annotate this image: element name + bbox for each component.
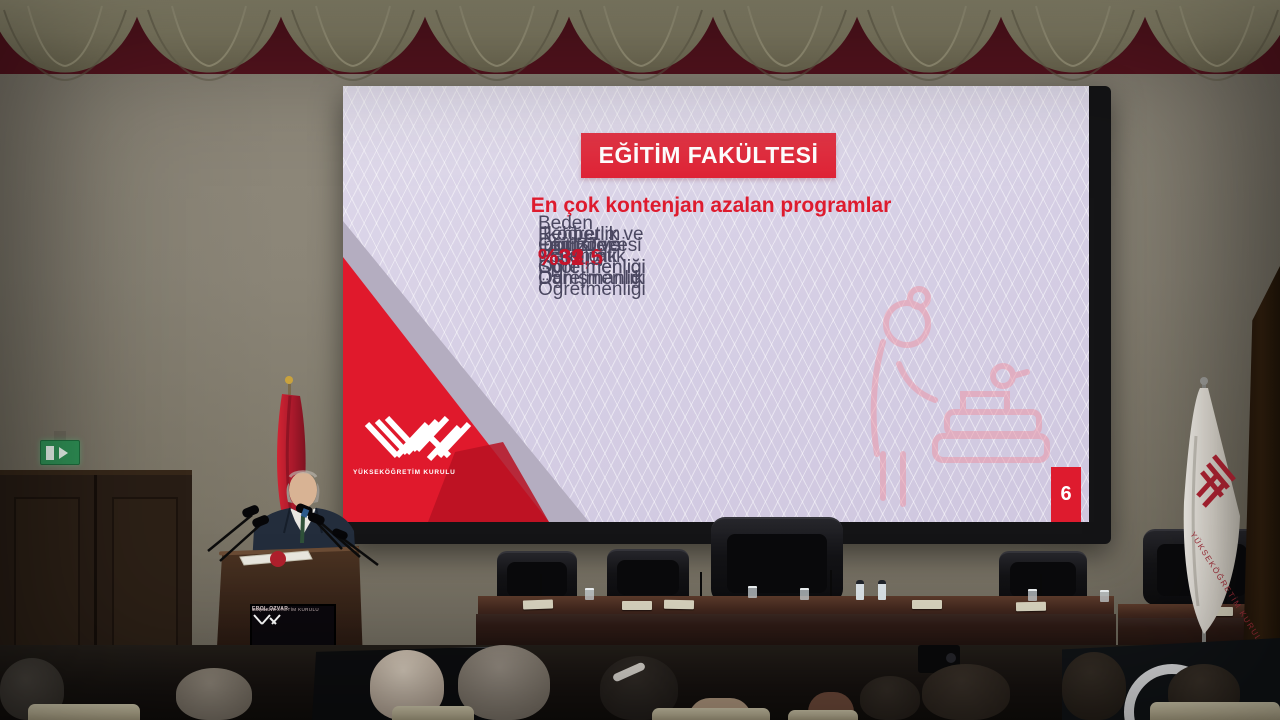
audience-head bbox=[922, 664, 1010, 720]
program-label: Okul Öncesi Öğretmenliği bbox=[538, 235, 646, 278]
name-plate bbox=[912, 600, 942, 609]
banner-title: BAŞKANI bbox=[252, 607, 275, 612]
page-number-badge: 6 bbox=[1051, 467, 1081, 522]
program-label: İngilizce Öğretmenliği bbox=[538, 235, 646, 278]
table-chair bbox=[497, 551, 577, 603]
yok-mini-logo-icon bbox=[253, 614, 281, 625]
water-glass bbox=[585, 588, 594, 600]
program-value: %32 bbox=[538, 243, 585, 270]
slide-subtitle: En çok kontenjan azalan programlar bbox=[530, 194, 892, 217]
presentation-slide: EĞİTİM FAKÜLTESİ En çok kontenjan azalan… bbox=[343, 86, 1089, 522]
banner-institution: YÜKSEKÖĞRETİM KURULU bbox=[252, 607, 320, 612]
stage-curtain bbox=[0, 0, 1280, 81]
program-label: Fen Bilgisi Öğretmenliği bbox=[538, 235, 646, 278]
banner-speaker-name: EROL ÖZVAR bbox=[252, 606, 289, 612]
exit-arrow-glyph bbox=[59, 447, 68, 459]
program-value: %33 bbox=[538, 243, 585, 270]
table-mic bbox=[1040, 574, 1042, 600]
program-value: %32,5 bbox=[538, 243, 604, 270]
audience-head bbox=[176, 668, 252, 720]
program-value: %39 bbox=[538, 243, 585, 270]
yok-logo: YÜKSEKÖĞRETİM KURULU bbox=[353, 415, 483, 476]
audience-chair-back bbox=[788, 710, 858, 720]
audience-head bbox=[1062, 652, 1126, 720]
program-value: %31 bbox=[538, 243, 585, 270]
water-glass bbox=[1100, 590, 1109, 602]
student-books-watermark-icon bbox=[870, 286, 1050, 507]
water-bottle bbox=[856, 580, 864, 600]
yok-logo-caption: YÜKSEKÖĞRETİM KURULU bbox=[353, 469, 456, 476]
audience-chair-back bbox=[392, 706, 474, 720]
audience-chair-back bbox=[1150, 702, 1280, 720]
table-mic bbox=[540, 574, 542, 600]
water-glass bbox=[800, 588, 809, 600]
program-label: İlköğretim Matematik Öğretmenliği bbox=[538, 224, 646, 289]
table-chair bbox=[607, 549, 689, 601]
exit-sign-icon bbox=[40, 440, 80, 465]
exit-sign-bracket bbox=[54, 431, 66, 440]
water-glass bbox=[1028, 589, 1037, 601]
table-chair-center bbox=[711, 517, 843, 603]
page-number: 6 bbox=[1060, 483, 1072, 505]
name-plate bbox=[663, 599, 695, 610]
exit-door-glyph bbox=[46, 446, 54, 460]
door-seam bbox=[94, 475, 97, 720]
water-bottle bbox=[878, 580, 886, 600]
podium-mics bbox=[207, 503, 379, 567]
projection-screen: EĞİTİM FAKÜLTESİ En çok kontenjan azalan… bbox=[343, 86, 1111, 544]
audience-head bbox=[860, 676, 920, 720]
name-plate bbox=[522, 599, 554, 610]
audience-head bbox=[458, 645, 550, 720]
program-value: %57 bbox=[538, 243, 585, 270]
name-plate bbox=[1015, 601, 1047, 612]
projector-lens bbox=[946, 653, 956, 663]
table-mic bbox=[830, 570, 832, 596]
water-glass bbox=[748, 586, 757, 598]
name-plate bbox=[622, 601, 652, 610]
yok-logo-mark-icon bbox=[364, 415, 472, 462]
table-chair bbox=[999, 551, 1087, 603]
slide-title: EĞİTİM FAKÜLTESİ bbox=[598, 142, 819, 168]
program-label: Rehberlik ve Psikolojik Danışmanlık bbox=[538, 224, 644, 289]
audience-chair-back bbox=[652, 708, 770, 720]
slide-title-box: EĞİTİM FAKÜLTESİ bbox=[581, 133, 836, 178]
program-label: Beden Eğitimi ve Spor Öğretmenliği bbox=[538, 213, 646, 300]
yok-flag: YÜKSEKÖĞRETİM KURULU bbox=[1183, 377, 1267, 676]
table-mic bbox=[700, 572, 702, 598]
audience-chair-back bbox=[28, 704, 140, 720]
